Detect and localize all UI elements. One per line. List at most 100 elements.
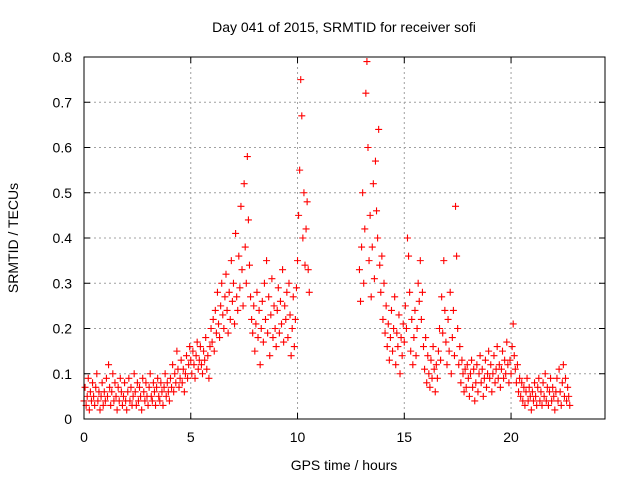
data-point: [412, 352, 420, 360]
data-point: [360, 279, 368, 287]
data-point: [136, 383, 144, 391]
data-point: [212, 329, 220, 337]
data-point: [161, 370, 169, 378]
data-point: [478, 365, 486, 373]
data-point: [414, 279, 422, 287]
data-point: [202, 334, 210, 342]
data-point: [294, 257, 302, 265]
data-point: [207, 325, 215, 332]
data-point: [160, 383, 168, 391]
data-point: [523, 374, 531, 382]
data-point: [440, 257, 448, 265]
data-point: [203, 365, 211, 373]
data-point: [553, 374, 561, 382]
data-point: [227, 257, 235, 265]
data-point: [118, 401, 126, 409]
data-point: [265, 293, 273, 301]
data-point: [239, 302, 247, 310]
data-point: [92, 383, 100, 391]
data-point: [303, 198, 311, 206]
data-point: [557, 401, 565, 409]
data-point: [267, 311, 275, 319]
data-point: [558, 379, 566, 387]
data-point: [242, 279, 250, 287]
y-tick-label: 0.3: [53, 275, 73, 291]
data-point: [378, 252, 386, 260]
data-point: [504, 361, 512, 369]
data-point: [286, 311, 294, 319]
data-point: [395, 311, 403, 319]
data-point: [539, 379, 547, 387]
data-point: [424, 352, 432, 360]
data-point: [125, 374, 133, 382]
data-point: [444, 315, 452, 323]
data-point: [473, 361, 481, 369]
data-point: [462, 383, 470, 391]
x-tick-label: 15: [396, 429, 412, 445]
data-point: [126, 397, 134, 405]
data-point: [417, 315, 425, 323]
x-tick-label: 0: [80, 429, 88, 445]
data-point: [529, 397, 537, 405]
data-point: [137, 392, 145, 400]
data-point: [131, 388, 139, 396]
data-point: [244, 216, 252, 224]
data-point: [448, 334, 456, 342]
data-point: [223, 306, 231, 314]
data-point: [115, 397, 123, 405]
data-point: [551, 406, 559, 414]
data-point: [403, 234, 411, 242]
data-point: [211, 306, 219, 314]
data-point: [192, 352, 200, 360]
data-point: [261, 315, 269, 323]
data-point: [409, 361, 417, 369]
data-point: [402, 325, 410, 332]
data-point: [99, 401, 107, 409]
data-point: [232, 229, 240, 237]
data-point: [505, 379, 513, 387]
data-point: [210, 347, 218, 355]
data-point: [447, 370, 455, 378]
data-point: [209, 315, 217, 323]
data-point: [171, 370, 179, 378]
data-point: [555, 365, 563, 373]
data-point: [456, 343, 464, 351]
data-point: [200, 347, 208, 355]
data-point: [545, 388, 553, 396]
data-point: [426, 383, 434, 391]
data-point: [420, 343, 428, 351]
data-point: [458, 356, 466, 364]
data-point: [245, 261, 253, 269]
data-point: [109, 370, 117, 378]
data-point: [304, 266, 312, 274]
data-point: [508, 343, 516, 351]
data-point: [550, 392, 558, 400]
data-point: [215, 320, 223, 328]
data-point: [410, 334, 418, 342]
data-point: [141, 397, 149, 405]
data-point: [367, 293, 375, 301]
data-point: [238, 266, 246, 274]
data-point: [461, 365, 469, 373]
data-point: [506, 356, 514, 364]
data-point: [408, 315, 416, 323]
data-point: [525, 383, 533, 391]
data-point: [272, 343, 280, 351]
data-point: [416, 257, 424, 265]
data-point: [513, 361, 521, 369]
data-point: [140, 388, 148, 396]
data-point: [273, 306, 281, 314]
data-point: [535, 374, 543, 382]
x-tick-label: 10: [290, 429, 306, 445]
data-point: [257, 325, 265, 332]
data-point: [399, 320, 407, 328]
data-point: [152, 401, 160, 409]
data-point: [162, 392, 170, 400]
data-point: [134, 397, 142, 405]
data-point: [302, 225, 310, 233]
data-point: [193, 338, 201, 346]
data-point: [225, 288, 233, 296]
data-point: [359, 189, 367, 197]
data-point: [157, 379, 165, 387]
data-point: [275, 329, 283, 337]
